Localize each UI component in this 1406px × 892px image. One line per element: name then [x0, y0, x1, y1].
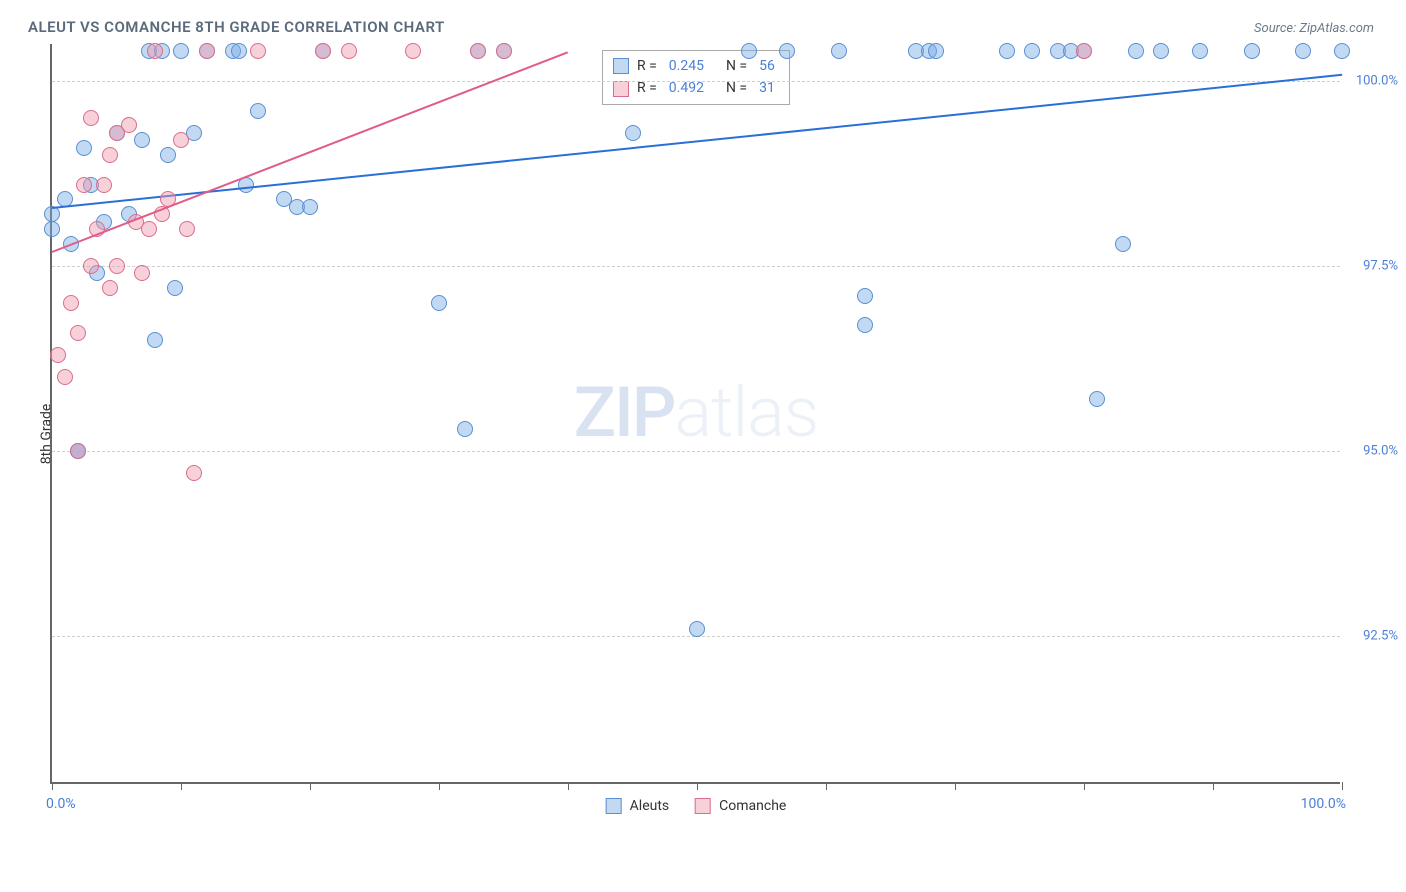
- data-point: [231, 43, 247, 59]
- data-point: [186, 465, 202, 481]
- data-point: [1024, 43, 1040, 59]
- data-point: [147, 332, 163, 348]
- data-point: [779, 43, 795, 59]
- data-point: [96, 177, 112, 193]
- data-point: [999, 43, 1015, 59]
- data-point: [63, 295, 79, 311]
- x-tick: [1084, 782, 1085, 790]
- legend-item-aleuts: Aleuts: [606, 798, 669, 814]
- data-point: [741, 43, 757, 59]
- data-point: [76, 140, 92, 156]
- x-tick: [697, 782, 698, 790]
- x-tick: [439, 782, 440, 790]
- data-point: [83, 110, 99, 126]
- data-point: [1076, 43, 1092, 59]
- data-point: [250, 103, 266, 119]
- data-point: [250, 43, 266, 59]
- data-point: [470, 43, 486, 59]
- x-tick: [826, 782, 827, 790]
- data-point: [1153, 43, 1169, 59]
- data-point: [689, 621, 705, 637]
- x-tick: [1213, 782, 1214, 790]
- data-point: [857, 317, 873, 333]
- data-point: [134, 265, 150, 281]
- data-point: [1244, 43, 1260, 59]
- data-point: [121, 117, 137, 133]
- data-point: [341, 43, 357, 59]
- x-tick: [1342, 782, 1343, 790]
- data-point: [70, 443, 86, 459]
- data-point: [173, 132, 189, 148]
- r-value-aleuts: 0.245: [669, 55, 704, 77]
- x-tick: [568, 782, 569, 790]
- data-point: [57, 369, 73, 385]
- data-point: [134, 132, 150, 148]
- data-point: [457, 421, 473, 437]
- swatch-aleuts: [613, 58, 629, 74]
- data-point: [1192, 43, 1208, 59]
- data-point: [83, 258, 99, 274]
- data-point: [625, 125, 641, 141]
- plot-area: ZIPatlas R = 0.245 N = 56 R = 0.492 N = …: [50, 44, 1340, 784]
- swatch-comanche: [613, 81, 629, 97]
- data-point: [405, 43, 421, 59]
- data-point: [147, 43, 163, 59]
- n-value-aleuts: 56: [759, 55, 775, 77]
- x-tick: [955, 782, 956, 790]
- data-point: [831, 43, 847, 59]
- x-axis-min-label: 0.0%: [46, 796, 76, 812]
- data-point: [1295, 43, 1311, 59]
- gridline: [52, 81, 1340, 82]
- source-attribution: Source: ZipAtlas.com: [1254, 21, 1374, 36]
- y-tick-label: 92.5%: [1363, 629, 1398, 644]
- data-point: [199, 43, 215, 59]
- y-tick-label: 95.0%: [1363, 444, 1398, 459]
- data-point: [102, 147, 118, 163]
- gridline: [52, 266, 1340, 267]
- chart-title: ALEUT VS COMANCHE 8TH GRADE CORRELATION …: [28, 18, 445, 36]
- data-point: [76, 177, 92, 193]
- data-point: [431, 295, 447, 311]
- data-point: [160, 147, 176, 163]
- data-point: [173, 43, 189, 59]
- y-tick-label: 97.5%: [1363, 259, 1398, 274]
- swatch-aleuts-bottom: [606, 798, 622, 814]
- data-point: [1115, 236, 1131, 252]
- data-point: [102, 280, 118, 296]
- y-tick-label: 100.0%: [1356, 74, 1398, 89]
- data-point: [109, 258, 125, 274]
- x-tick: [181, 782, 182, 790]
- data-point: [167, 280, 183, 296]
- x-tick: [310, 782, 311, 790]
- chart-container: 8th Grade ZIPatlas R = 0.245 N = 56 R = …: [50, 44, 1378, 824]
- data-point: [179, 221, 195, 237]
- correlation-legend: R = 0.245 N = 56 R = 0.492 N = 31: [602, 50, 790, 105]
- x-axis-max-label: 100.0%: [1301, 796, 1346, 812]
- watermark: ZIPatlas: [574, 372, 819, 454]
- x-tick: [52, 782, 53, 790]
- data-point: [44, 221, 60, 237]
- data-point: [302, 199, 318, 215]
- gridline: [52, 451, 1340, 452]
- data-point: [50, 347, 66, 363]
- series-legend: Aleuts Comanche: [606, 798, 787, 814]
- data-point: [1334, 43, 1350, 59]
- data-point: [70, 325, 86, 341]
- swatch-comanche-bottom: [695, 798, 711, 814]
- data-point: [496, 43, 512, 59]
- legend-item-comanche: Comanche: [695, 798, 786, 814]
- data-point: [1089, 391, 1105, 407]
- data-point: [857, 288, 873, 304]
- data-point: [928, 43, 944, 59]
- data-point: [315, 43, 331, 59]
- data-point: [141, 221, 157, 237]
- legend-row-aleuts: R = 0.245 N = 56: [613, 55, 779, 77]
- data-point: [1128, 43, 1144, 59]
